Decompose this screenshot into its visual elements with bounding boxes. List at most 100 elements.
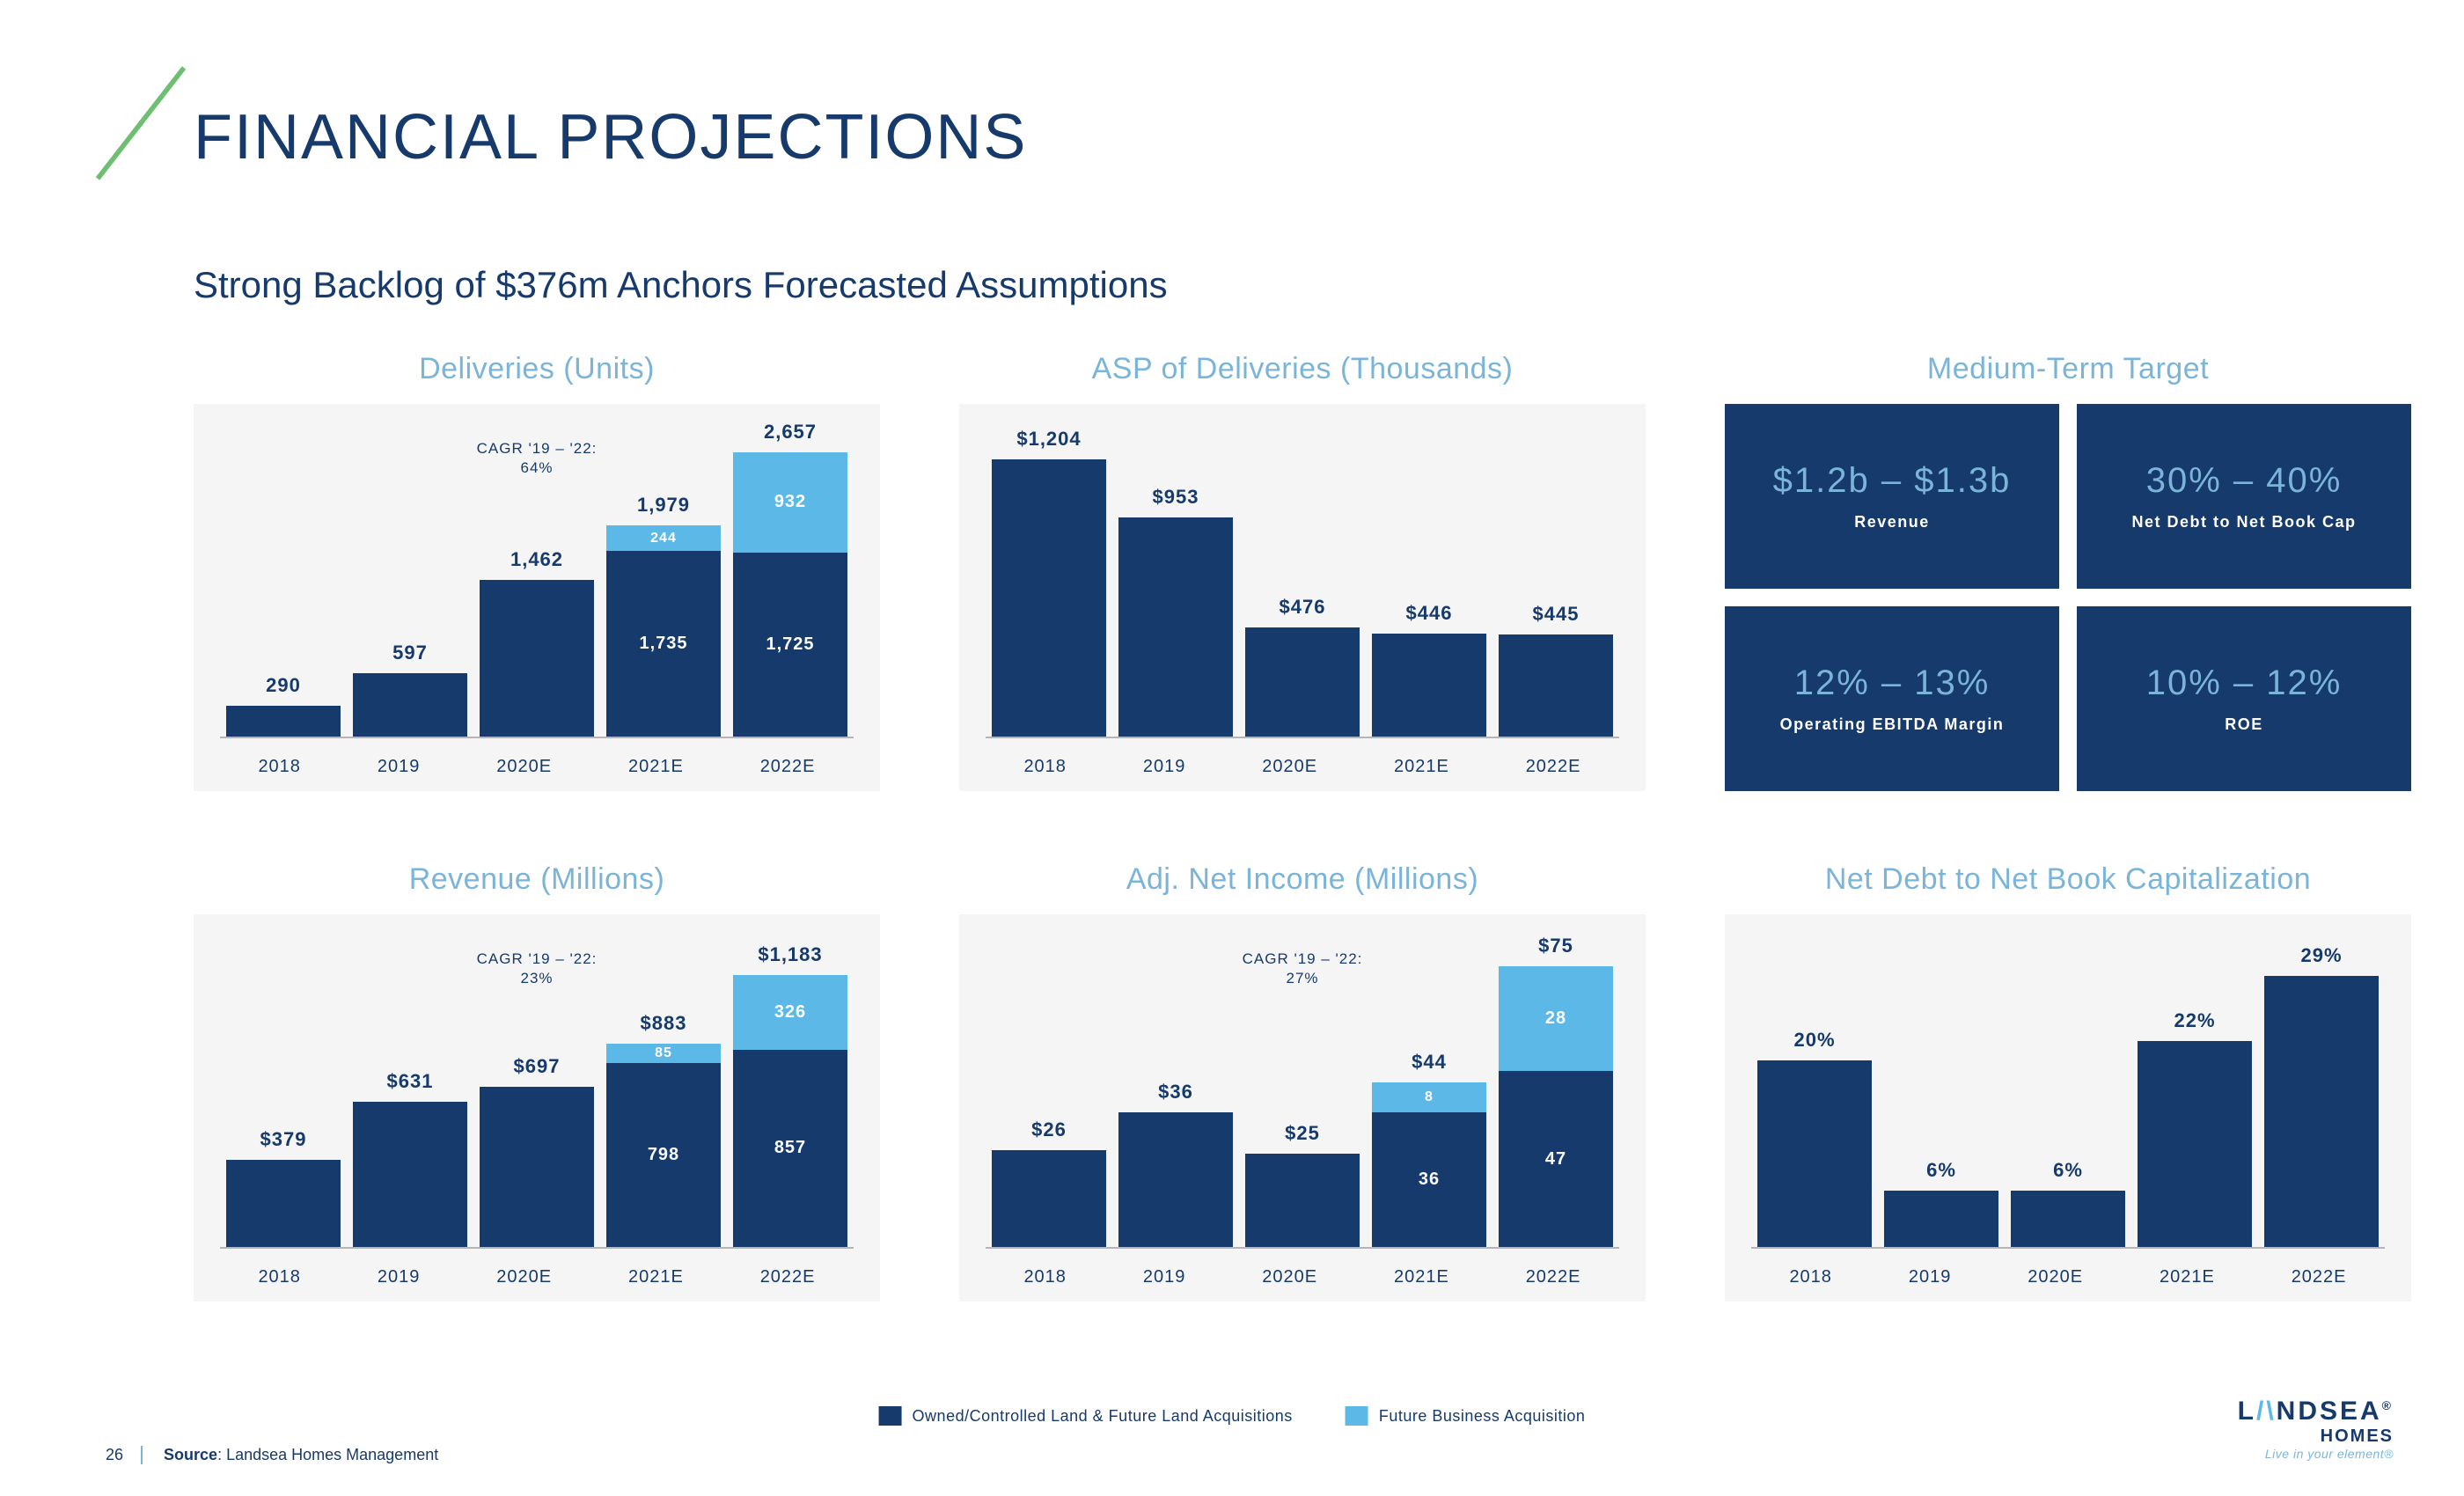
bar-segment	[226, 1160, 341, 1247]
target-value: 30% – 40%	[2146, 461, 2343, 501]
bar-total-label: $631	[353, 1070, 467, 1093]
bar-segment	[2138, 1041, 2252, 1247]
bar-total-label: 290	[226, 674, 341, 697]
bar-segment	[353, 673, 467, 737]
bar-total-label: $445	[1499, 603, 1613, 626]
x-axis-label: 2020E	[1262, 1267, 1317, 1287]
x-axis-label: 2020E	[2028, 1267, 2083, 1287]
bar-group: 20%	[1757, 1060, 1872, 1248]
bar-group: $697	[480, 1087, 594, 1247]
x-axis-label: 2018	[258, 757, 301, 777]
bar-segment: 1,735	[606, 551, 721, 737]
chart-box: CAGR '19 – '22:27% $26$36$25$44368$75472…	[959, 914, 1646, 1302]
bar-total-label: $379	[226, 1128, 341, 1151]
x-axis-label: 2020E	[1262, 757, 1317, 777]
bar-group: $631	[353, 1102, 467, 1247]
chart-box: CAGR '19 – '22:64% 2905971,4621,9791,735…	[194, 404, 880, 791]
target-value: $1.2b – $1.3b	[1773, 461, 2012, 501]
page-subtitle: Strong Backlog of $376m Anchors Forecast…	[194, 264, 1168, 306]
bar-group: 6%	[1884, 1191, 1998, 1247]
bar-segment: 932	[733, 452, 847, 552]
chart-deliveries: Deliveries (Units) CAGR '19 – '22:64% 29…	[194, 352, 880, 810]
chart-title: ASP of Deliveries (Thousands)	[959, 352, 1646, 386]
bar-group: $476	[1245, 627, 1360, 737]
x-axis-label: 2019	[378, 757, 421, 777]
bar-segment: 8	[1372, 1082, 1486, 1112]
x-axis-label: 2018	[1023, 757, 1067, 777]
bar-segment: 36	[1372, 1112, 1486, 1247]
bar-total-label: 29%	[2264, 944, 2379, 967]
legend-item: Owned/Controlled Land & Future Land Acqu…	[879, 1406, 1293, 1426]
x-axis-label: 2019	[1143, 757, 1186, 777]
bar-segment	[992, 459, 1106, 737]
x-axis-label: 2021E	[628, 757, 684, 777]
legend: Owned/Controlled Land & Future Land Acqu…	[879, 1406, 1586, 1426]
bar-total-label: $883	[606, 1012, 721, 1035]
bar-segment	[353, 1102, 467, 1247]
bar-group: 597	[353, 673, 467, 737]
bar-segment	[1118, 1112, 1233, 1247]
chart-grid: Deliveries (Units) CAGR '19 – '22:64% 29…	[194, 352, 2411, 1320]
bar-segment: 326	[733, 975, 847, 1050]
bar-group: $1,183857326	[733, 975, 847, 1247]
bar-total-label: $953	[1118, 486, 1233, 509]
bar-total-label: $1,183	[733, 943, 847, 966]
bar-group: $446	[1372, 634, 1486, 737]
x-axis-label: 2019	[378, 1267, 421, 1287]
bar-segment: 1,725	[733, 553, 847, 737]
x-axis-label: 2021E	[1394, 1267, 1449, 1287]
x-axis-label: 2022E	[760, 1267, 816, 1287]
target-label: Operating EBITDA Margin	[1780, 715, 2005, 734]
bar-group: 22%	[2138, 1041, 2252, 1247]
bar-total-label: 22%	[2138, 1009, 2252, 1032]
chart-box: 20%6%6%22%29% 201820192020E2021E2022E	[1725, 914, 2411, 1302]
x-axis-label: 2018	[1789, 1267, 1832, 1287]
bar-group: 29%	[2264, 976, 2379, 1247]
bar-segment	[2011, 1191, 2125, 1247]
bar-segment	[1118, 517, 1233, 737]
x-axis-label: 2020E	[496, 1267, 552, 1287]
bar-segment	[1757, 1060, 1872, 1248]
bar-group: $26	[992, 1150, 1106, 1248]
page-title: FINANCIAL PROJECTIONS	[194, 101, 1027, 173]
bar-total-label: 597	[353, 642, 467, 664]
bar-segment	[1245, 627, 1360, 737]
chart-box: CAGR '19 – '22:23% $379$631$697$88379885…	[194, 914, 880, 1302]
bar-group: 2,6571,725932	[733, 452, 847, 737]
bar-group: $1,204	[992, 459, 1106, 737]
bar-total-label: $26	[992, 1118, 1106, 1141]
target-value: 10% – 12%	[2146, 664, 2343, 703]
bar-segment: 28	[1499, 966, 1613, 1071]
bar-segment	[480, 580, 594, 737]
bar-total-label: $36	[1118, 1081, 1233, 1104]
bar-segment	[1245, 1154, 1360, 1247]
x-axis-label: 2020E	[496, 757, 552, 777]
bar-segment: 47	[1499, 1071, 1613, 1247]
bar-total-label: $44	[1372, 1051, 1486, 1074]
chart-title: Net Debt to Net Book Capitalization	[1725, 862, 2411, 897]
bar-segment	[226, 706, 341, 737]
chart-netdebt: Net Debt to Net Book Capitalization 20%6…	[1725, 862, 2411, 1320]
bar-segment	[1499, 634, 1613, 737]
bar-group: 1,462	[480, 580, 594, 737]
bar-group: $44368	[1372, 1082, 1486, 1247]
target-label: ROE	[2225, 715, 2263, 734]
target-box: $1.2b – $1.3bRevenue	[1725, 404, 2059, 589]
bar-group: $953	[1118, 517, 1233, 737]
bar-total-label: 20%	[1757, 1029, 1872, 1052]
bar-segment	[1884, 1191, 1998, 1247]
target-label: Net Debt to Net Book Cap	[2131, 513, 2356, 532]
bar-segment	[480, 1087, 594, 1247]
bar-group: $754728	[1499, 966, 1613, 1247]
chart-title: Adj. Net Income (Millions)	[959, 862, 1646, 897]
target-box: 10% – 12% ROE	[2077, 606, 2411, 791]
bar-total-label: $25	[1245, 1122, 1360, 1145]
target-box: 30% – 40% Net Debt to Net Book Cap	[2077, 404, 2411, 589]
bar-total-label: 2,657	[733, 421, 847, 444]
chart-asp: ASP of Deliveries (Thousands) $1,204$953…	[959, 352, 1646, 810]
bar-segment: 244	[606, 525, 721, 552]
legend-swatch	[1346, 1406, 1368, 1426]
x-axis-label: 2021E	[2160, 1267, 2215, 1287]
legend-item: Future Business Acquisition	[1346, 1406, 1586, 1426]
bar-group: 6%	[2011, 1191, 2125, 1247]
